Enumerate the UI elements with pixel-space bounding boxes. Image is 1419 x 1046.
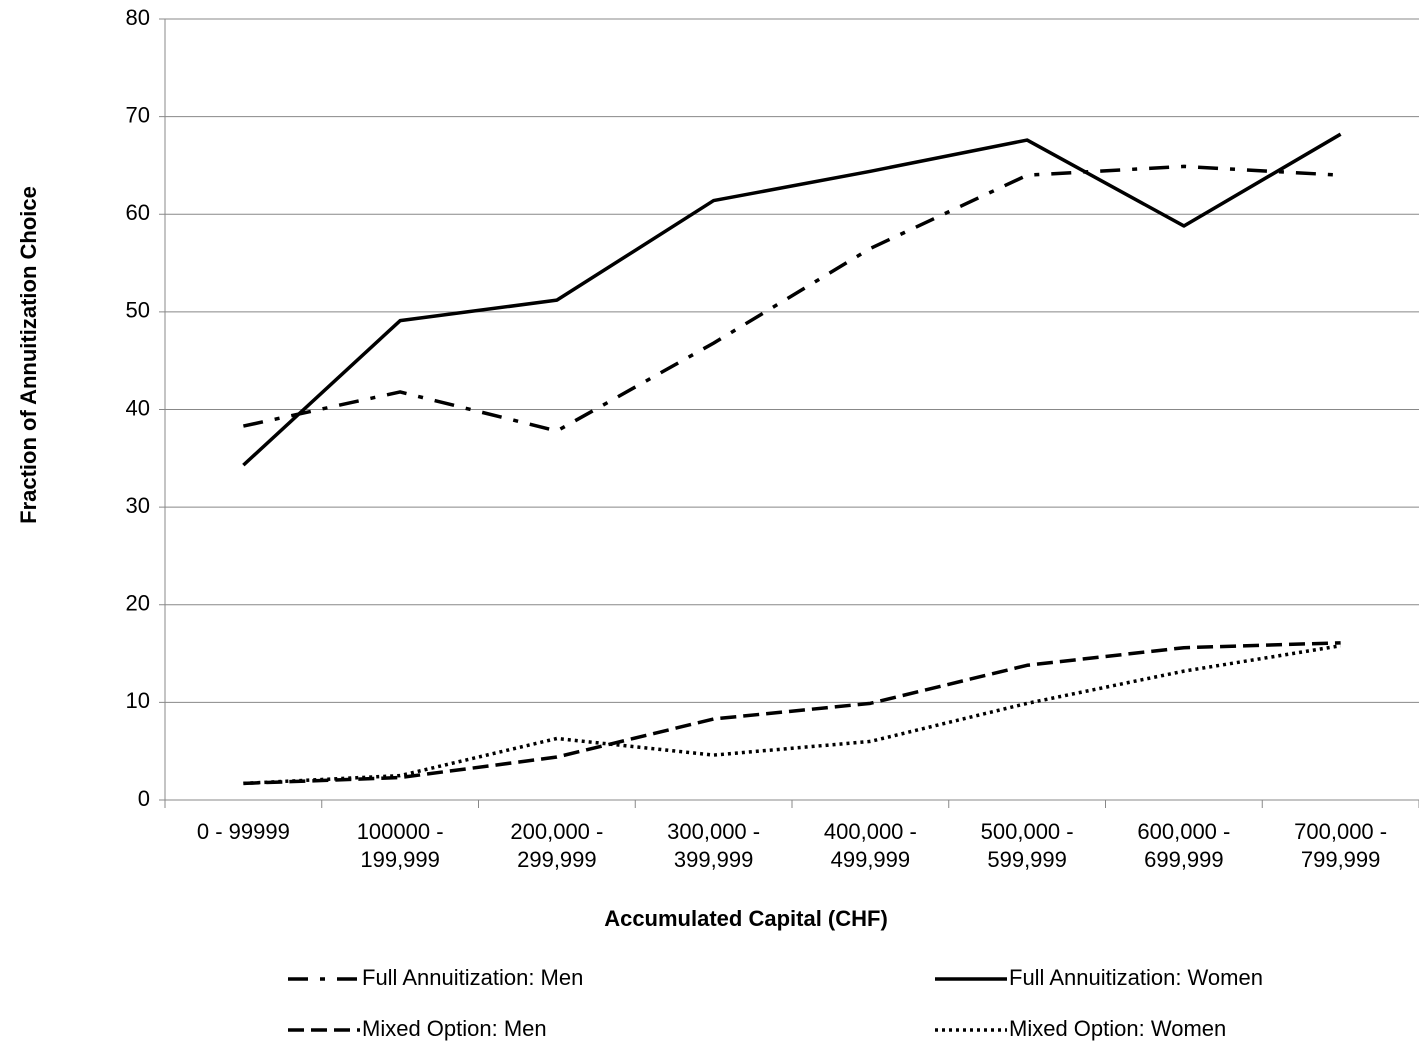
x-tick-label: 300,000 - 399,999	[667, 819, 761, 872]
y-tick-label: 30	[126, 493, 150, 518]
y-tick-label: 10	[126, 688, 150, 713]
y-axis-title: Fraction of Annuitization Choice	[16, 186, 41, 524]
y-tick-label: 50	[126, 298, 150, 323]
x-tick-label: 600,000 - 699,999	[1137, 819, 1231, 872]
x-tick-label: 700,000 - 799,999	[1294, 819, 1388, 872]
y-tick-label: 40	[126, 395, 150, 420]
series-line	[243, 641, 1341, 786]
series-line	[243, 644, 1341, 786]
y-tick-label: 0	[138, 786, 150, 811]
y-tick-label: 60	[126, 200, 150, 225]
series-line	[242, 132, 1342, 467]
x-tick-label: 200,000 - 299,999	[510, 819, 604, 872]
y-tick-label: 20	[126, 591, 150, 616]
x-tick-label: 0 - 99999	[196, 819, 290, 844]
x-axis-title: Accumulated Capital (CHF)	[604, 906, 888, 931]
legend-label: Mixed Option: Men	[362, 1016, 547, 1041]
legend-label: Mixed Option: Women	[1009, 1016, 1226, 1041]
x-tick-label: 500,000 - 599,999	[980, 819, 1074, 872]
y-tick-label: 70	[126, 102, 150, 127]
legend-label: Full Annuitization: Men	[362, 965, 583, 990]
y-tick-label: 80	[126, 5, 150, 30]
x-tick-label: 400,000 - 499,999	[823, 819, 917, 872]
series-line	[243, 164, 1341, 433]
legend-label: Full Annuitization: Women	[1009, 965, 1263, 990]
x-tick-label: 100000 - 199,999	[356, 819, 444, 872]
